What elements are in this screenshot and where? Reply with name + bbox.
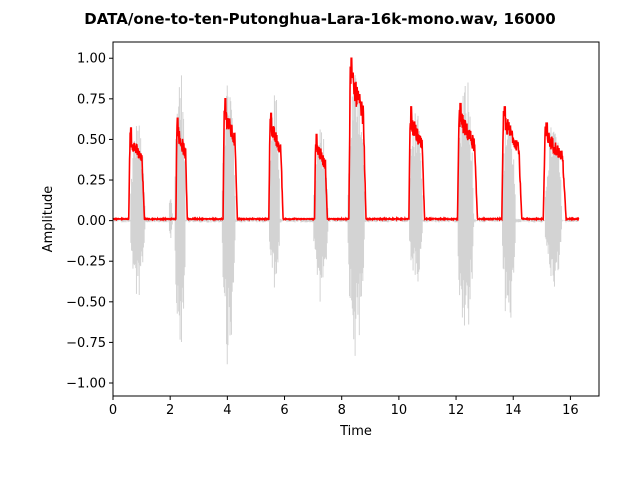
x-tick-label: 4 <box>223 403 231 418</box>
x-tick-label: 2 <box>166 403 174 418</box>
envelope-line <box>112 57 580 222</box>
x-tick-label: 8 <box>338 403 346 418</box>
y-tick-label: −0.25 <box>66 255 106 270</box>
y-tick-label: 0.50 <box>77 133 106 148</box>
x-tick-label: 10 <box>391 403 408 418</box>
y-tick-label: 0.75 <box>77 92 106 107</box>
y-tick-label: 0.00 <box>77 214 106 229</box>
y-tick-label: −1.00 <box>66 377 106 392</box>
x-tick-label: 14 <box>505 403 522 418</box>
y-axis: −1.00 −0.75 −0.50 −0.25 0.00 0.25 0.50 0.75 1.00 <box>66 52 113 392</box>
x-tick-label: 6 <box>280 403 288 418</box>
waveform-segment-9 <box>457 82 475 326</box>
plot-frame <box>112 41 600 397</box>
waveform-segment-8 <box>409 113 423 282</box>
y-axis-label: Amplitude <box>41 186 56 253</box>
x-axis: 0 2 4 6 8 10 12 14 16 <box>109 396 579 418</box>
y-tick-label: 0.25 <box>77 174 106 189</box>
y-tick-label: −0.50 <box>66 295 106 310</box>
y-tick-label: 1.00 <box>77 52 106 67</box>
x-axis-label: Time <box>339 424 372 439</box>
waveform-segment-5 <box>269 95 280 288</box>
x-tick-label: 12 <box>448 403 465 418</box>
chart-title: DATA/one-to-ten-Putonghua-Lara-16k-mono.… <box>84 10 555 28</box>
envelope-series <box>112 57 580 222</box>
x-tick-label: 16 <box>562 403 579 418</box>
y-tick-label: −0.75 <box>66 336 106 351</box>
waveform-segment-11 <box>544 127 562 287</box>
x-tick-label: 0 <box>109 403 117 418</box>
